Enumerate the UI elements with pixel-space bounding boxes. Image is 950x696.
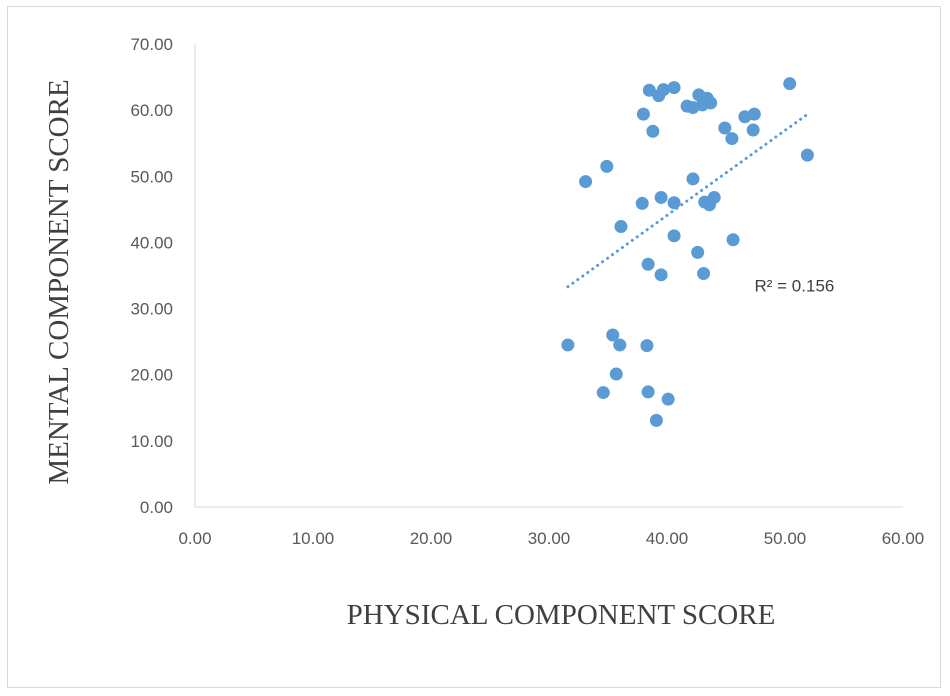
y-tick-label: 40.00 (130, 233, 173, 252)
data-point (691, 245, 705, 259)
data-point (640, 339, 654, 353)
data-point (646, 124, 660, 138)
data-point (800, 148, 814, 162)
y-tick-label: 70.00 (130, 35, 173, 54)
data-point (613, 338, 627, 352)
data-point (667, 81, 681, 95)
y-tick-label: 60.00 (130, 101, 173, 120)
x-tick-label: 0.00 (178, 529, 211, 548)
data-point (614, 220, 628, 234)
data-point (649, 413, 663, 427)
data-point (726, 233, 740, 247)
data-point (642, 83, 656, 97)
data-point (783, 77, 797, 91)
data-point (667, 229, 681, 243)
data-point (606, 328, 620, 342)
data-point (635, 196, 649, 210)
y-tick-labels: 0.00 10.00 20.00 30.00 40.00 50.00 60.00 70.00 (130, 35, 173, 517)
data-point (654, 190, 668, 204)
x-tick-label: 40.00 (646, 529, 689, 548)
x-tick-labels: 0.00 10.00 20.00 30.00 40.00 50.00 60.00 (178, 529, 924, 548)
data-point (667, 196, 681, 210)
x-tick-label: 20.00 (410, 529, 453, 548)
data-point (747, 107, 761, 121)
data-point (656, 83, 670, 97)
r-squared-label: R² = 0.156 (755, 276, 835, 295)
chart-frame (7, 6, 941, 688)
data-point (636, 107, 650, 121)
data-point (704, 96, 718, 110)
x-tick-label: 30.00 (528, 529, 571, 548)
data-point (661, 392, 675, 406)
data-point (579, 175, 593, 189)
y-axis-title: MENTAL COMPONENT SCORE (43, 79, 75, 484)
x-tick-label: 10.00 (292, 529, 335, 548)
data-point (609, 367, 623, 381)
data-point (686, 172, 700, 186)
data-point (707, 190, 721, 204)
data-point (600, 159, 614, 173)
data-point (596, 386, 610, 400)
trendline (566, 111, 811, 289)
data-point (561, 338, 575, 352)
data-point (697, 267, 711, 281)
x-tick-label: 60.00 (882, 529, 925, 548)
y-tick-label: 30.00 (130, 300, 173, 319)
data-point (746, 123, 760, 137)
x-tick-label: 50.00 (764, 529, 807, 548)
data-point (725, 132, 739, 146)
y-tick-label: 10.00 (130, 432, 173, 451)
data-point (641, 257, 655, 271)
data-point (641, 385, 655, 399)
axes (194, 44, 903, 508)
data-points (561, 77, 814, 427)
data-point (654, 268, 668, 282)
y-tick-label: 0.00 (140, 498, 173, 517)
y-tick-label: 20.00 (130, 366, 173, 385)
data-point (718, 121, 732, 135)
y-tick-label: 50.00 (130, 167, 173, 186)
x-axis-title: PHYSICAL COMPONENT SCORE (347, 599, 776, 631)
